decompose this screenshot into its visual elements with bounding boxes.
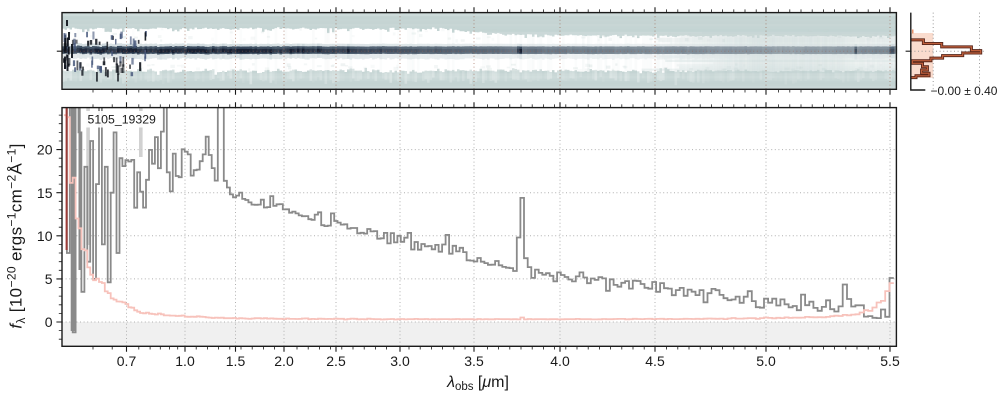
svg-text:4.0: 4.0 <box>550 353 570 369</box>
svg-text:15: 15 <box>37 185 53 201</box>
svg-text:5.5: 5.5 <box>880 353 900 369</box>
svg-text:5105_19329: 5105_19329 <box>88 112 157 126</box>
svg-text:10: 10 <box>37 228 53 244</box>
svg-text:4.5: 4.5 <box>645 353 665 369</box>
svg-text:0: 0 <box>45 314 53 330</box>
svg-text:5.0: 5.0 <box>756 353 776 369</box>
svg-text:2.0: 2.0 <box>274 353 294 369</box>
svg-text:1.0: 1.0 <box>175 353 195 369</box>
svg-text:5: 5 <box>45 271 53 287</box>
svg-text:0.7: 0.7 <box>117 353 137 369</box>
svg-text:fλ [10−20 ergs−1cm−2Å−1]: fλ [10−20 ergs−1cm−2Å−1] <box>5 143 28 328</box>
svg-text:1.5: 1.5 <box>226 353 246 369</box>
svg-text:20: 20 <box>37 142 53 158</box>
svg-text:λobs [μm]: λobs [μm] <box>446 374 509 393</box>
svg-text:3.0: 3.0 <box>390 353 410 369</box>
svg-text:2.5: 2.5 <box>326 353 346 369</box>
svg-text:3.5: 3.5 <box>464 353 484 369</box>
svg-text:−0.00 ± 0.40: −0.00 ± 0.40 <box>931 84 998 98</box>
